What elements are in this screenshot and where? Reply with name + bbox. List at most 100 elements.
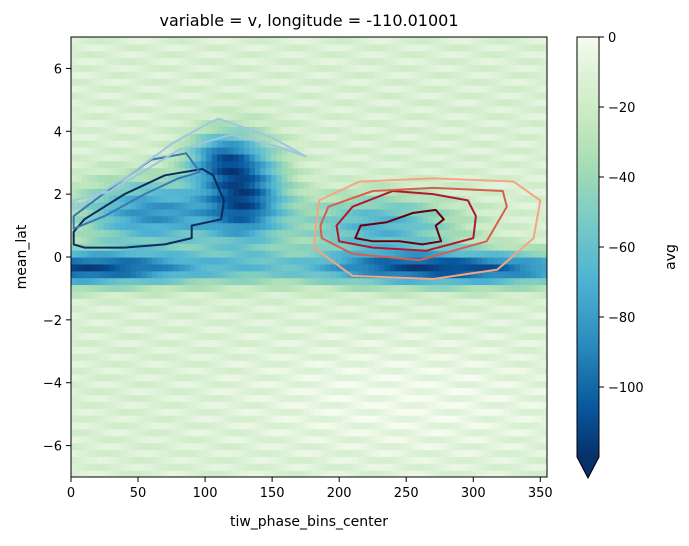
heatmap-cell [135, 298, 142, 306]
heatmap-cell [373, 284, 380, 292]
heatmap-cell [281, 318, 288, 327]
heatmap-cell [76, 174, 83, 182]
heatmap-cell [319, 298, 326, 306]
heatmap-cell [411, 367, 418, 375]
heatmap-cell [471, 57, 478, 66]
heatmap-cell [292, 312, 299, 320]
heatmap-cell [157, 291, 164, 299]
heatmap-cell [471, 346, 478, 354]
heatmap-cell [119, 153, 126, 162]
heatmap-cell [81, 202, 88, 210]
heatmap-cell [292, 394, 299, 402]
heatmap-cell [184, 78, 191, 86]
heatmap-cell [444, 78, 451, 86]
heatmap-cell [276, 318, 283, 327]
heatmap-cell [379, 318, 386, 327]
heatmap-cell [217, 442, 224, 451]
heatmap-cell [465, 174, 472, 182]
heatmap-cell [114, 312, 121, 320]
heatmap-cell [460, 215, 467, 224]
heatmap-cell [206, 174, 213, 182]
heatmap-cell [173, 298, 180, 306]
heatmap-cell [200, 470, 207, 477]
heatmap-cell [314, 346, 321, 354]
heatmap-cell [265, 188, 272, 196]
heatmap-cell [271, 318, 278, 327]
heatmap-cell [217, 408, 224, 416]
heatmap-cell [444, 367, 451, 375]
heatmap-cell [352, 428, 359, 437]
heatmap-cell [211, 298, 218, 306]
heatmap-cell [206, 215, 213, 224]
heatmap-cell [309, 257, 316, 265]
heatmap-cell [390, 50, 397, 59]
heatmap-cell [309, 270, 316, 279]
heatmap-cell [406, 346, 413, 354]
heatmap-cell [98, 346, 105, 354]
heatmap-cell [76, 408, 83, 416]
heatmap-cell [357, 353, 364, 361]
heatmap-cell [227, 318, 234, 327]
heatmap-cell [271, 37, 278, 45]
heatmap-cell [76, 456, 83, 464]
heatmap-cell [168, 160, 175, 169]
heatmap-cell [179, 408, 186, 416]
heatmap-cell [444, 415, 451, 423]
heatmap-cell [471, 236, 478, 244]
heatmap-cell [135, 64, 142, 72]
heatmap-cell [179, 85, 186, 93]
heatmap-cell [384, 415, 391, 423]
heatmap-cell [406, 380, 413, 389]
heatmap-cell [200, 394, 207, 402]
heatmap-cell [281, 208, 288, 217]
heatmap-cell [152, 318, 159, 327]
heatmap-cell [395, 243, 402, 251]
heatmap-cell [455, 188, 462, 196]
heatmap-cell [455, 325, 462, 334]
heatmap-cell [114, 202, 121, 210]
heatmap-cell [428, 181, 435, 189]
heatmap-cell [125, 98, 132, 107]
heatmap-cell [298, 250, 305, 258]
heatmap-cell [411, 57, 418, 66]
heatmap-cell [92, 415, 99, 423]
heatmap-cell [287, 85, 294, 93]
heatmap-cell [238, 263, 245, 272]
heatmap-cell [244, 415, 251, 423]
heatmap-cell [357, 174, 364, 182]
heatmap-cell [341, 222, 348, 231]
heatmap-cell [206, 112, 213, 121]
heatmap-cell [211, 188, 218, 196]
heatmap-cell [119, 387, 126, 396]
heatmap-cell [314, 57, 321, 66]
heatmap-cell [314, 174, 321, 182]
heatmap-cell [265, 112, 272, 121]
heatmap-cell [92, 312, 99, 320]
heatmap-cell [406, 202, 413, 210]
heatmap-cell [249, 325, 256, 334]
heatmap-cell [303, 367, 310, 375]
heatmap-cell [292, 229, 299, 237]
heatmap-cell [260, 202, 267, 210]
heatmap-cell [173, 215, 180, 224]
heatmap-cell [406, 92, 413, 100]
heatmap-cell [346, 387, 353, 396]
heatmap-cell [384, 243, 391, 251]
heatmap-cell [400, 277, 407, 286]
heatmap-cell [352, 332, 359, 341]
heatmap-cell [238, 305, 245, 313]
heatmap-cell [406, 153, 413, 162]
heatmap-cell [433, 394, 440, 402]
heatmap-cell [482, 188, 489, 196]
heatmap-cell [363, 174, 370, 182]
heatmap-cell [487, 43, 494, 52]
heatmap-cell [254, 57, 261, 66]
heatmap-cell [200, 92, 207, 100]
heatmap-cell [87, 346, 94, 354]
heatmap-cell [125, 119, 132, 127]
heatmap-cell [119, 415, 126, 423]
heatmap-cell [438, 160, 445, 169]
heatmap-cell [276, 263, 283, 272]
heatmap-cell [309, 263, 316, 272]
heatmap-cell [71, 57, 78, 66]
